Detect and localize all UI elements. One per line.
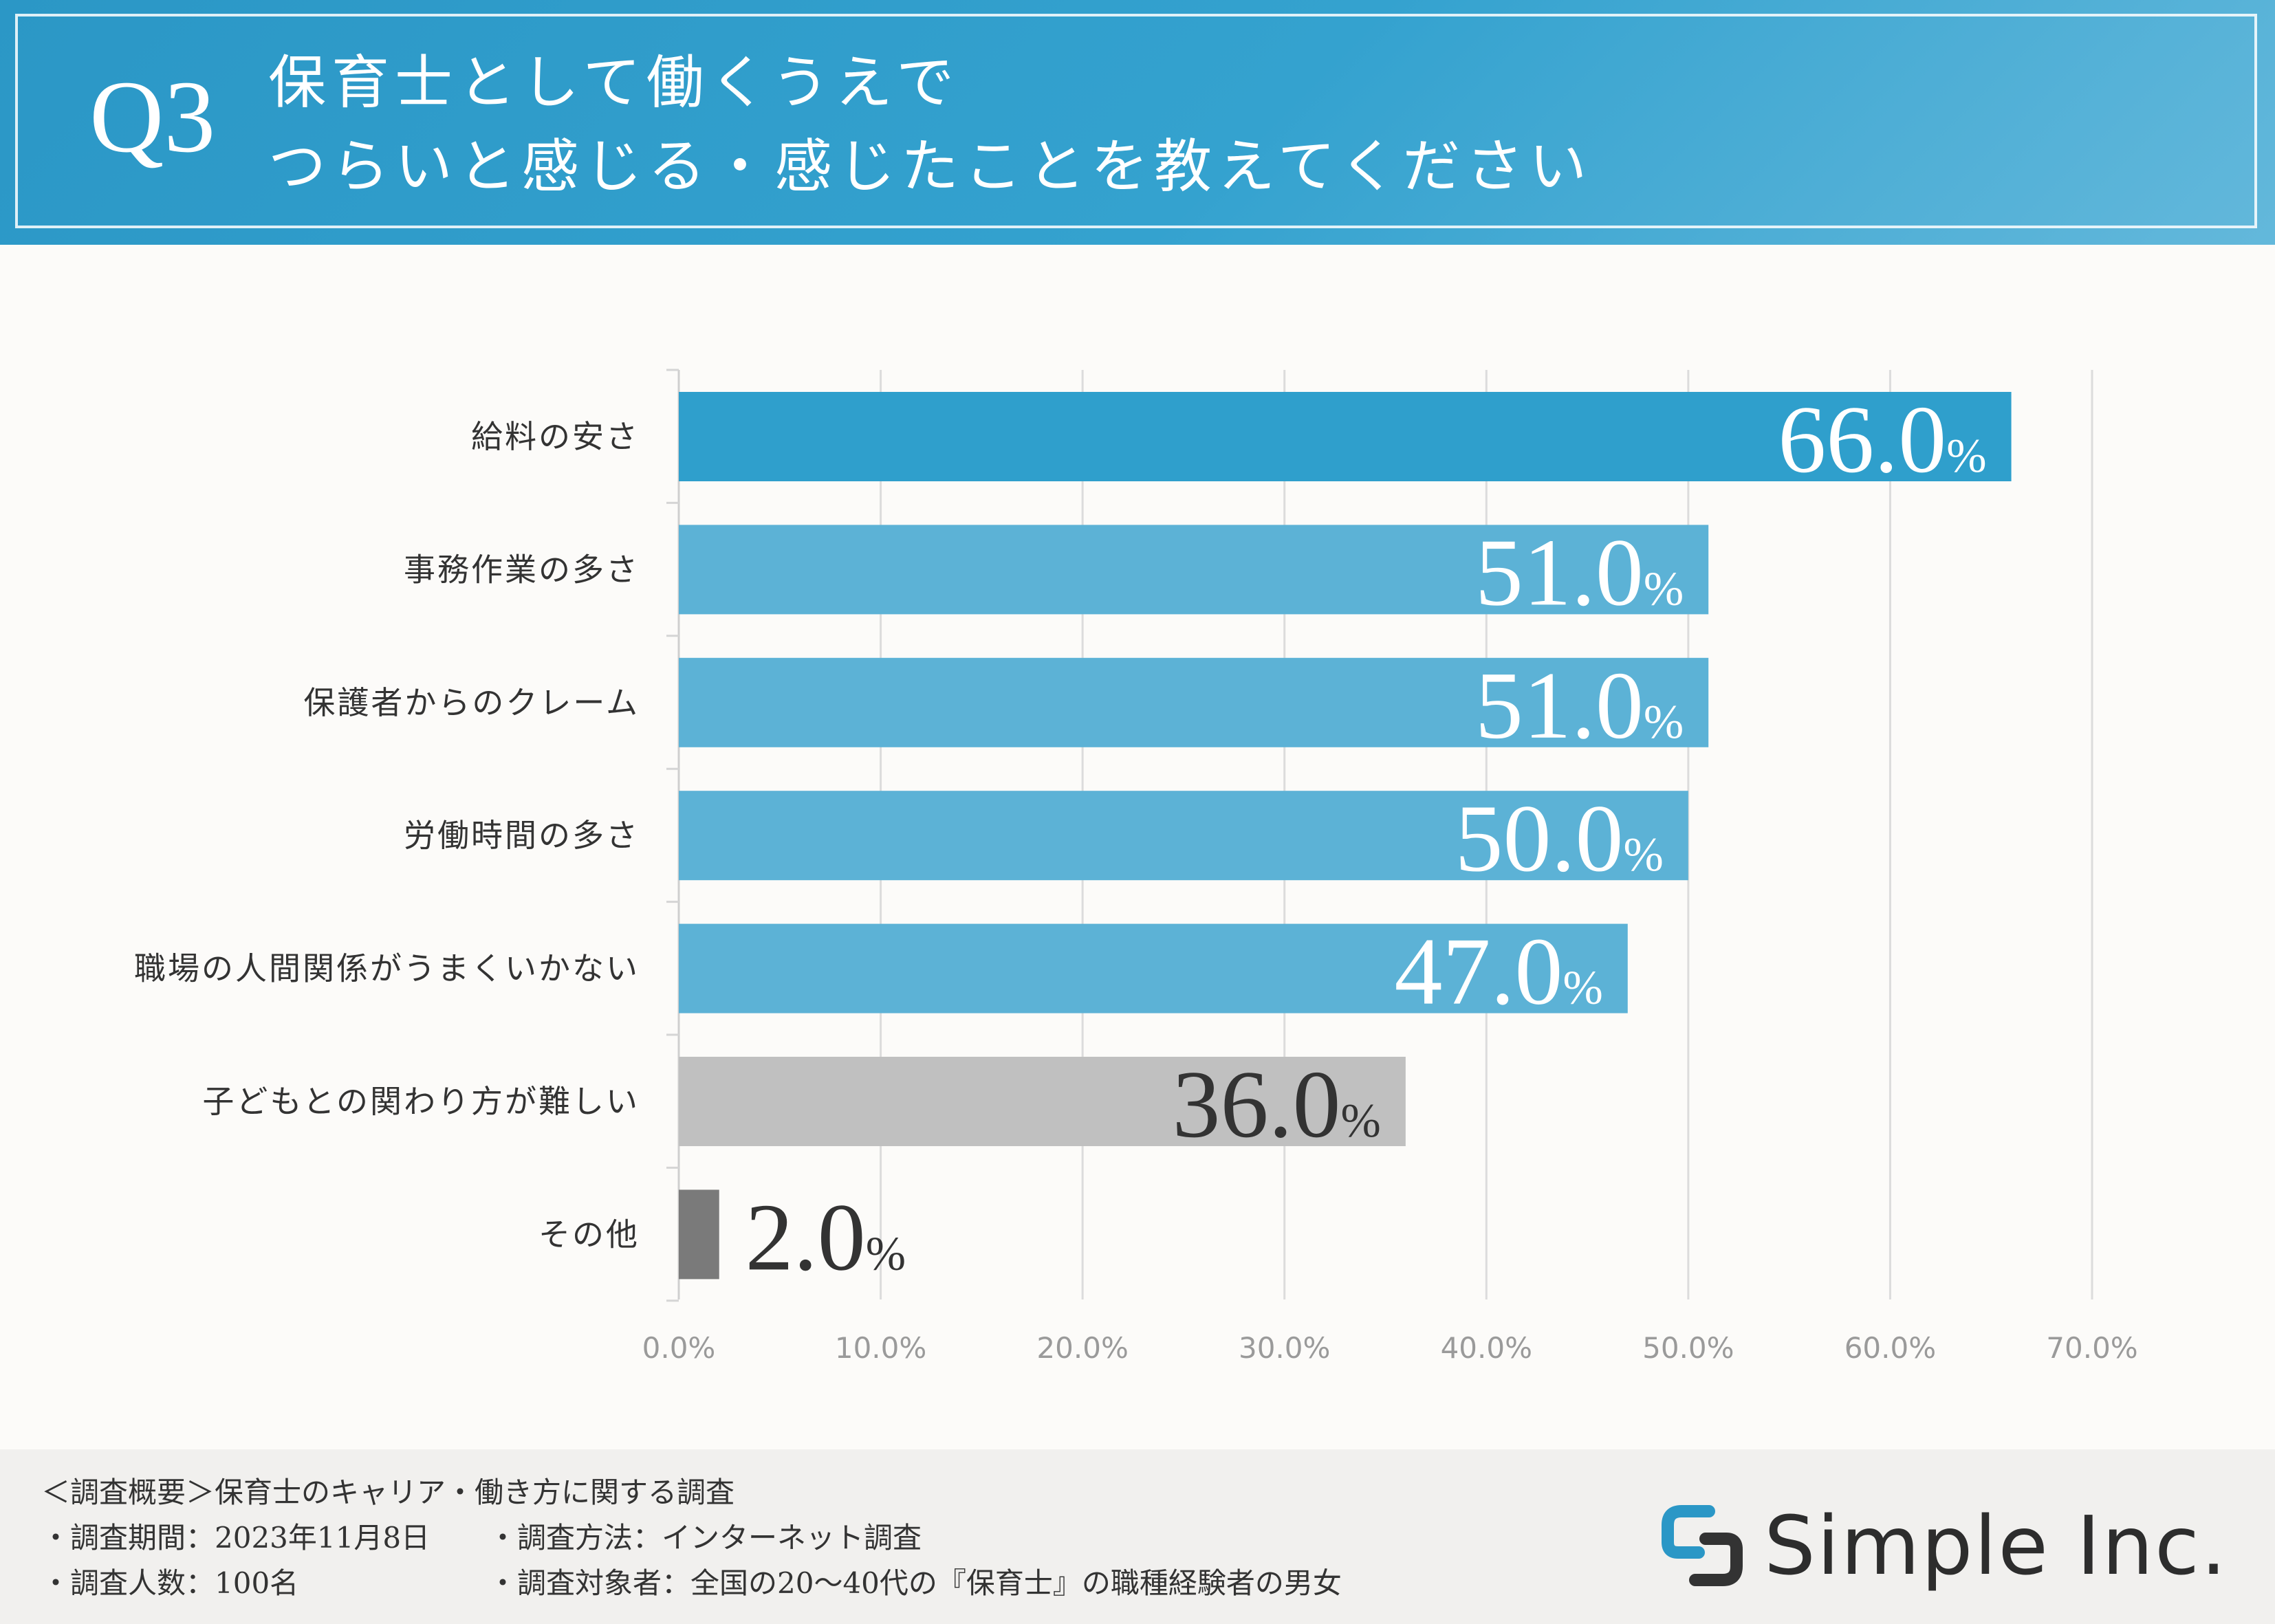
survey-method: ・調査方法：インターネット調査 bbox=[488, 1521, 922, 1555]
category-label: 職場の人間関係がうまくいかない bbox=[134, 950, 640, 987]
x-tick-label: 40.0% bbox=[1441, 1331, 1532, 1365]
value-label: 50.0% bbox=[1455, 785, 1664, 892]
bar-chart: 0.0% 10.0% 20.0% 30.0% 40.0% 50.0% 60.0% 70.0% 給… bbox=[134, 369, 2138, 1365]
bar bbox=[679, 923, 1628, 1013]
category-label: 事務作業の多さ bbox=[404, 551, 640, 588]
x-tick-label: 20.0% bbox=[1036, 1331, 1128, 1365]
category-label: 子どもとの関わり方が難しい bbox=[202, 1083, 640, 1120]
value-label: 36.0% bbox=[1173, 1051, 1381, 1158]
x-tick-label: 10.0% bbox=[835, 1331, 926, 1365]
x-tick-label: 30.0% bbox=[1239, 1331, 1330, 1365]
bar bbox=[679, 525, 1709, 615]
category-label: その他 bbox=[538, 1216, 640, 1253]
footer: ＜調査概要＞保育士のキャリア・働き方に関する調査 ・調査期間：2023年11月8… bbox=[0, 1449, 2275, 1624]
value-label: 66.0% bbox=[1778, 386, 1986, 493]
x-tick-label: 70.0% bbox=[2046, 1331, 2137, 1365]
value-label: 2.0% bbox=[745, 1184, 906, 1291]
category-label: 労働時間の多さ bbox=[404, 817, 640, 854]
bar bbox=[679, 1057, 1406, 1146]
header-banner: Q3 保育士として働くうえで つらいと感じる・感じたことを教えてください bbox=[0, 0, 2275, 245]
logo-text: Simple Inc. bbox=[1764, 1498, 2228, 1593]
category-label: 給料の安さ bbox=[471, 418, 640, 455]
x-tick-label: 60.0% bbox=[1844, 1331, 1936, 1365]
bar bbox=[679, 1189, 719, 1280]
value-label: 47.0% bbox=[1394, 919, 1602, 1025]
header-frame bbox=[15, 14, 2257, 228]
x-tick-label: 50.0% bbox=[1642, 1331, 1734, 1365]
survey-period: ・調査期間：2023年11月8日 bbox=[41, 1521, 431, 1555]
question-line-1: 保育士として働くうえで bbox=[268, 49, 960, 116]
question-line-2: つらいと感じる・感じたことを教えてください bbox=[268, 133, 1593, 200]
x-tick-label: 0.0% bbox=[642, 1331, 716, 1365]
survey-count: ・調査人数：100名 bbox=[41, 1566, 299, 1600]
bar bbox=[679, 657, 1709, 747]
survey-title: ＜調査概要＞保育士のキャリア・働き方に関する調査 bbox=[41, 1475, 735, 1509]
value-label: 51.0% bbox=[1475, 519, 1684, 626]
bar bbox=[679, 392, 2012, 481]
survey-target: ・調査対象者：全国の20～40代の『保育士』の職種経験者の男女 bbox=[488, 1566, 1342, 1600]
bar bbox=[679, 791, 1688, 881]
value-label: 51.0% bbox=[1475, 652, 1684, 759]
question-number: Q3 bbox=[89, 60, 216, 174]
company-logo: Simple Inc. bbox=[1661, 1497, 2239, 1594]
logo-mark-icon bbox=[1662, 1505, 1743, 1586]
category-label: 保護者からのクレーム bbox=[303, 684, 640, 721]
